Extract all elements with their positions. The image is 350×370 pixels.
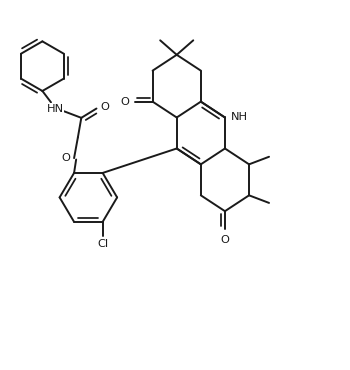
Text: HN: HN bbox=[47, 104, 64, 114]
Text: O: O bbox=[120, 97, 129, 107]
Text: NH: NH bbox=[231, 112, 248, 122]
Text: Cl: Cl bbox=[97, 239, 108, 249]
Text: O: O bbox=[61, 153, 70, 163]
Text: O: O bbox=[100, 102, 109, 112]
Text: O: O bbox=[220, 235, 229, 245]
